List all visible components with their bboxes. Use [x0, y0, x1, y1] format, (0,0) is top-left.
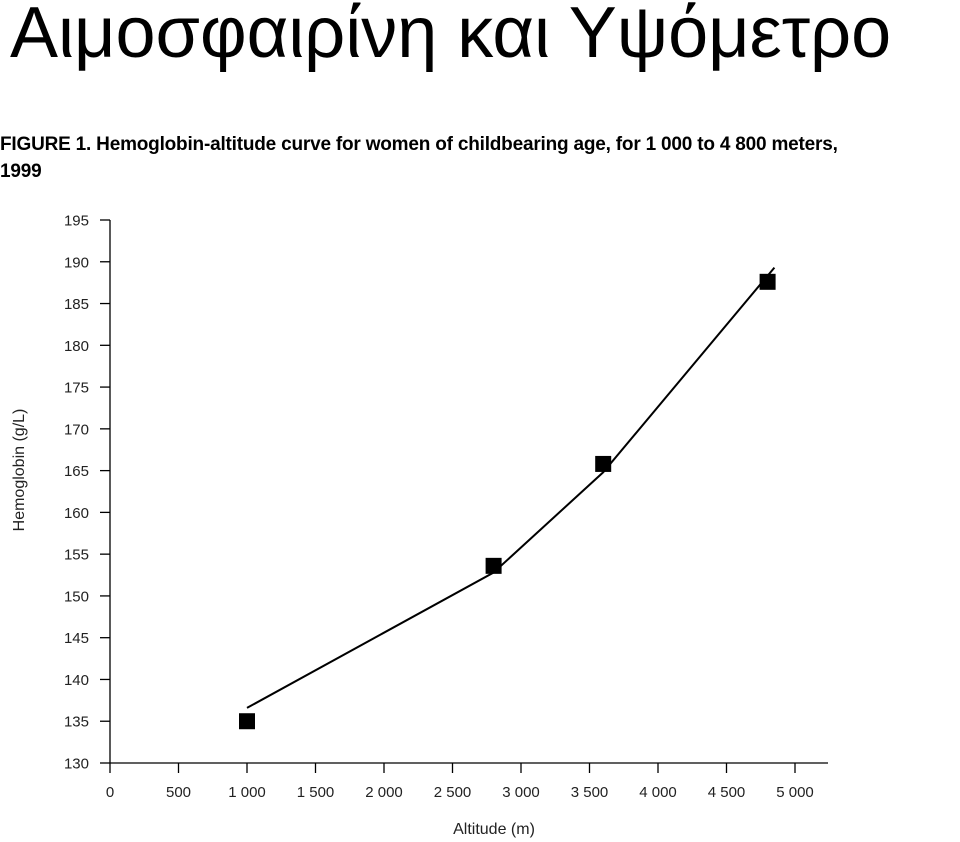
y-tick-label: 170: [64, 421, 89, 438]
x-tick-label: 1 500: [297, 784, 335, 801]
y-tick-label: 135: [64, 714, 89, 731]
x-tick-label: 0: [106, 784, 114, 801]
x-tick-label: 2 500: [434, 784, 472, 801]
y-tick-label: 140: [64, 672, 89, 689]
x-tick-label: 4 000: [639, 784, 677, 801]
y-tick-label: 185: [64, 296, 89, 313]
hemoglobin-altitude-chart: 130 135 140 145 150 155 160 165 170 175 180 185 190 1…: [11, 213, 828, 838]
y-tick-label: 130: [64, 756, 89, 773]
slide-title: Αιμοσφαιρίνη και Υψόμετρο: [10, 0, 892, 73]
x-axis-label: Altitude (m): [453, 821, 535, 838]
y-tick-label: 165: [64, 463, 89, 480]
x-tick-label: 1 000: [228, 784, 266, 801]
y-tick-label: 180: [64, 338, 89, 355]
fit-curve: [246, 266, 776, 709]
data-point-marker: [485, 557, 502, 574]
y-tick-label: 175: [64, 380, 89, 397]
data-point-marker: [595, 455, 612, 472]
plot-area: [239, 266, 776, 730]
x-tick-label: 5 000: [776, 784, 814, 801]
y-tick-label: 160: [64, 505, 89, 522]
y-tick-label: 190: [64, 254, 89, 271]
y-tick-label: 150: [64, 588, 89, 605]
data-point-marker: [759, 273, 776, 290]
y-tick-label: 195: [64, 213, 89, 230]
y-tick-label: 145: [64, 630, 89, 647]
x-tick-label: 3 000: [502, 784, 540, 801]
data-point-marker: [239, 713, 255, 730]
x-tick-label: 500: [166, 784, 191, 801]
y-tick-label: 155: [64, 547, 89, 564]
x-tick-label: 3 500: [571, 784, 609, 801]
figure-caption: FIGURE 1. Hemoglobin-altitude curve for …: [0, 134, 838, 182]
y-axis: 130 135 140 145 150 155 160 165 170 175 180 185 190 1…: [64, 213, 111, 773]
x-tick-label: 2 000: [365, 784, 403, 801]
x-axis: 0 500 1 000 1 500 2 000 2 500 3 000 3 500 4 000 4…: [106, 762, 828, 801]
x-tick-label: 4 500: [708, 784, 746, 801]
y-axis-label: Hemoglobin (g/L): [11, 409, 28, 532]
